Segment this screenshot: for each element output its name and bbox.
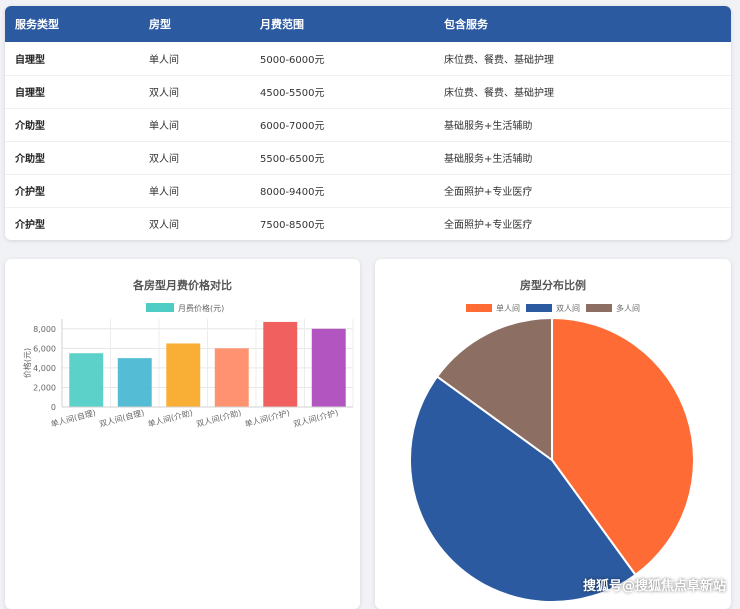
cell-included-services: 床位费、餐费、基础护理	[444, 54, 554, 66]
price-table-card: 服务类型 房型 月费范围 包含服务 自理型 单人间 5000-6000元 床位费…	[5, 6, 731, 240]
cell-monthly-fee: 8000-9400元	[260, 187, 325, 198]
legend-swatch	[586, 304, 612, 312]
cell-service-type: 介护型	[15, 220, 45, 232]
bar-2	[117, 358, 152, 407]
pie-chart-title: 房型分布比例	[520, 279, 586, 292]
cell-room-type: 双人间	[149, 154, 179, 165]
header-included-services: 包含服务	[444, 18, 488, 31]
legend-label: 双人间	[556, 304, 580, 313]
bar-5	[263, 321, 298, 407]
bar-4	[214, 348, 249, 407]
header-service-type: 服务类型	[15, 18, 59, 31]
cell-included-services: 基础服务+生活辅助	[444, 154, 533, 165]
bar-chart: 月费价格(元) 0 2,000 4,000 6,000 8,000 价格(元) 单人间(自理)…	[22, 303, 354, 429]
cell-service-type: 介助型	[15, 121, 45, 132]
cell-room-type: 单人间	[149, 121, 179, 132]
table-row: 介助型 双人间 5500-6500元 基础服务+生活辅助	[5, 141, 731, 174]
pie-chart-card: 房型分布比例 单人间 双人间 多人间	[375, 259, 731, 609]
table-row: 介助型 单人间 6000-7000元 基础服务+生活辅助	[5, 108, 731, 141]
header-monthly-fee: 月费范围	[260, 18, 304, 31]
cell-room-type: 单人间	[149, 54, 179, 66]
x-tick-label: 单人间(介助)	[147, 407, 194, 429]
table-row: 介护型 单人间 8000-9400元 全面照护+专业医疗	[5, 174, 731, 207]
bar-chart-title: 各房型月费价格对比	[133, 279, 232, 292]
cell-service-type: 自理型	[15, 54, 45, 66]
bar-legend: 月费价格(元)	[146, 303, 224, 313]
legend-swatch	[146, 303, 174, 312]
table-row: 介护型 双人间 7500-8500元 全面照护+专业医疗	[5, 207, 731, 240]
cell-monthly-fee: 5000-6000元	[260, 54, 325, 66]
x-tick-label: 单人间(介护)	[244, 407, 291, 429]
legend-label: 月费价格(元)	[178, 303, 224, 313]
legend-label: 单人间	[496, 303, 520, 313]
legend-swatch	[466, 304, 492, 312]
bar-chart-card: 各房型月费价格对比 月费价格(元) 0 2,000 4,000 6,000 8,000 价格…	[5, 259, 360, 609]
cell-room-type: 单人间	[149, 187, 179, 198]
cell-service-type: 自理型	[15, 88, 45, 99]
cell-room-type: 双人间	[149, 220, 179, 232]
pie-slice-2	[409, 375, 637, 603]
y-tick-label: 6,000	[33, 344, 56, 353]
x-tick-label: 双人间(介护)	[292, 407, 339, 429]
price-table: 服务类型 房型 月费范围 包含服务 自理型 单人间 5000-6000元 床位费…	[5, 6, 731, 240]
cell-included-services: 基础服务+生活辅助	[444, 121, 533, 132]
x-tick-label: 单人间(自理)	[50, 407, 97, 429]
x-tick-label: 双人间(介助)	[195, 407, 242, 429]
bar-6	[311, 328, 346, 407]
legend-label: 多人间	[616, 303, 640, 313]
bar-1	[69, 353, 104, 407]
x-tick-label: 双人间(自理)	[98, 407, 145, 429]
legend-swatch	[526, 304, 552, 312]
bar-3	[166, 343, 201, 407]
pie-slice-1	[551, 316, 695, 577]
y-tick-label: 8,000	[33, 325, 56, 334]
pie-legend: 单人间 双人间 多人间	[466, 303, 640, 313]
cell-included-services: 全面照护+专业医疗	[444, 187, 533, 198]
watermark-text: 搜狐号@搜狐焦点阜新站	[582, 579, 726, 594]
cell-monthly-fee: 5500-6500元	[260, 154, 325, 165]
y-axis-label: 价格(元)	[22, 348, 32, 378]
header-room-type: 房型	[149, 18, 171, 31]
cell-service-type: 介助型	[15, 154, 45, 165]
y-tick-label: 4,000	[33, 364, 56, 373]
pie-slice-3	[435, 316, 553, 462]
y-tick-label: 2,000	[33, 383, 56, 392]
cell-monthly-fee: 4500-5500元	[260, 88, 325, 99]
cell-included-services: 全面照护+专业医疗	[444, 220, 533, 232]
cell-included-services: 床位费、餐费、基础护理	[444, 88, 554, 99]
table-header-row: 服务类型 房型 月费范围 包含服务	[5, 6, 731, 42]
cell-room-type: 双人间	[149, 88, 179, 99]
y-tick-label: 0	[51, 403, 56, 412]
table-row: 自理型 单人间 5000-6000元 床位费、餐费、基础护理	[5, 42, 731, 75]
table-row: 自理型 双人间 4500-5500元 床位费、餐费、基础护理	[5, 75, 731, 108]
cell-monthly-fee: 7500-8500元	[260, 220, 325, 232]
pie-chart: 单人间 双人间 多人间	[409, 303, 695, 603]
cell-service-type: 介护型	[15, 187, 45, 198]
cell-monthly-fee: 6000-7000元	[260, 121, 325, 132]
